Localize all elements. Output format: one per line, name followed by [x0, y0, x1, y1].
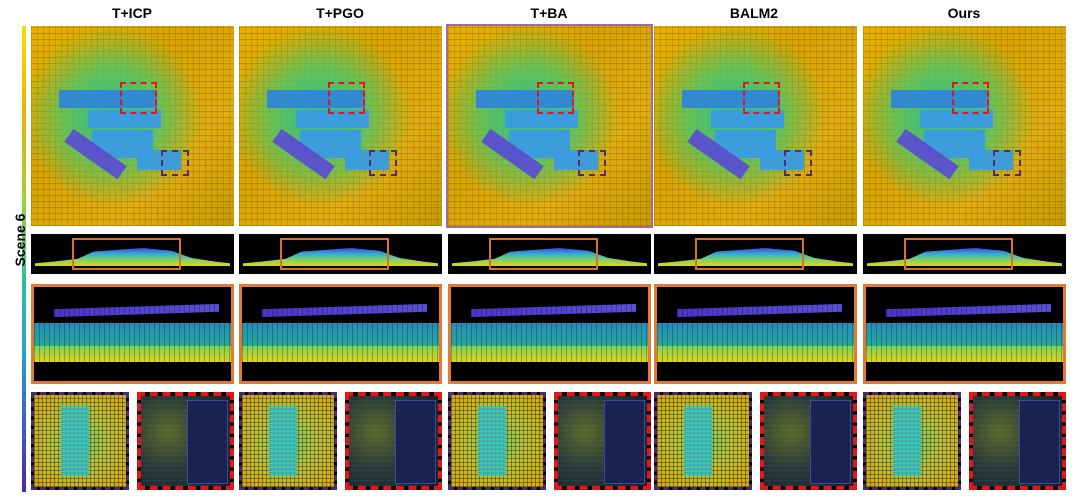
side-view-3	[448, 234, 651, 274]
zoom-ground	[657, 346, 854, 363]
zoom-structure	[866, 322, 1063, 347]
detail-structure	[269, 406, 297, 476]
purple-detail-3	[448, 392, 546, 490]
red-roi-box	[120, 82, 157, 114]
purple-detail-2	[239, 392, 337, 490]
red-detail-2	[344, 392, 442, 490]
zoom-structure	[451, 322, 648, 347]
purple-roi-box	[160, 150, 190, 176]
row-label: Scene 6	[12, 213, 28, 267]
top-view-map-4	[654, 26, 857, 226]
purple-roi-box	[368, 150, 398, 176]
map-building	[553, 150, 599, 170]
top-view-map-3	[446, 24, 653, 228]
top-view-map-2	[239, 26, 442, 226]
orange-roi-box	[903, 238, 1014, 270]
red-roi-box	[537, 82, 574, 114]
map-building	[759, 150, 805, 170]
column-title-1: T+ICP	[111, 5, 153, 21]
purple-detail-5	[863, 392, 961, 490]
zoom-ground	[866, 346, 1063, 363]
orange-roi-box	[488, 238, 599, 270]
map-building	[344, 150, 390, 170]
detail-structure	[61, 406, 89, 476]
red-roi-box	[743, 82, 780, 114]
zoomed-side-view-3	[448, 284, 651, 384]
zoom-texture	[657, 287, 854, 381]
orange-roi-box	[694, 238, 805, 270]
red-detail-4	[759, 392, 857, 490]
detail-structure	[478, 406, 506, 476]
map-building	[504, 110, 578, 128]
map-building	[59, 90, 157, 108]
zoom-texture	[242, 287, 439, 381]
red-detail-1	[136, 392, 234, 490]
map-building	[682, 90, 780, 108]
purple-detail-1	[31, 392, 129, 490]
detail-roof	[810, 399, 852, 485]
zoomed-side-view-2	[239, 284, 442, 384]
map-building	[968, 150, 1014, 170]
purple-detail-4	[654, 392, 752, 490]
map-building	[87, 110, 161, 128]
side-view-1	[31, 234, 234, 274]
zoom-structure	[657, 322, 854, 347]
detail-roof	[395, 399, 437, 485]
red-roi-box	[328, 82, 365, 114]
map-building	[891, 90, 989, 108]
map-building	[295, 110, 369, 128]
zoom-texture	[866, 287, 1063, 381]
zoom-structure	[34, 322, 231, 347]
zoom-structure	[242, 322, 439, 347]
column-title-2: T+PGO	[316, 5, 364, 21]
zoomed-side-view-5	[863, 284, 1066, 384]
detail-structure	[684, 406, 712, 476]
map-building	[919, 110, 993, 128]
red-detail-3	[553, 392, 651, 490]
orange-roi-box	[71, 238, 182, 270]
zoom-ground	[451, 346, 648, 363]
map-building	[476, 90, 574, 108]
side-view-2	[239, 234, 442, 274]
column-title-4: BALM2	[729, 5, 779, 21]
red-detail-5	[968, 392, 1066, 490]
orange-roi-box	[279, 238, 390, 270]
top-view-map-1	[31, 26, 234, 226]
side-view-5	[863, 234, 1066, 274]
zoom-texture	[451, 287, 648, 381]
map-building	[710, 110, 784, 128]
detail-roof	[187, 399, 229, 485]
zoom-ground	[242, 346, 439, 363]
detail-structure	[893, 406, 921, 476]
red-roi-box	[952, 82, 989, 114]
zoom-texture	[34, 287, 231, 381]
column-title-5: Ours	[947, 5, 981, 21]
detail-roof	[1019, 399, 1061, 485]
colormap-bar	[22, 26, 26, 492]
zoomed-side-view-4	[654, 284, 857, 384]
column-title-3: T+BA	[530, 5, 568, 21]
top-view-map-5	[863, 26, 1066, 226]
map-building	[267, 90, 365, 108]
detail-roof	[604, 399, 646, 485]
purple-roi-box	[577, 150, 607, 176]
purple-roi-box	[992, 150, 1022, 176]
side-view-4	[654, 234, 857, 274]
zoom-ground	[34, 346, 231, 363]
purple-roi-box	[783, 150, 813, 176]
map-building	[136, 150, 182, 170]
zoomed-side-view-1	[31, 284, 234, 384]
